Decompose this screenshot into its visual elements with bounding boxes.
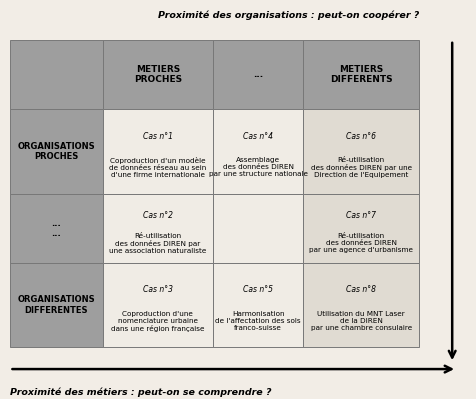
Text: ORGANISATIONS
PROCHES: ORGANISATIONS PROCHES [18,142,95,161]
Text: ...
...: ... ... [51,219,61,238]
Text: Proximité des métiers : peut-on se comprendre ?: Proximité des métiers : peut-on se compr… [10,387,271,397]
Text: Cas n°7: Cas n°7 [346,211,376,220]
Text: ORGANISATIONS
DIFFERENTES: ORGANISATIONS DIFFERENTES [18,295,95,315]
Bar [213,263,304,347]
Bar [304,194,419,263]
Bar [103,40,213,109]
Text: Cas n°3: Cas n°3 [143,285,173,294]
Bar [213,40,304,109]
Text: METIERS
DIFFERENTS: METIERS DIFFERENTS [330,65,393,84]
Bar [10,194,103,263]
Text: Ré-utilisation
des données DIREN
par une agence d'urbanisme: Ré-utilisation des données DIREN par une… [309,233,413,253]
Bar [304,263,419,347]
Bar [103,194,213,263]
Text: Cas n°5: Cas n°5 [243,285,273,294]
Text: Proximité des organisations : peut-on coopérer ?: Proximité des organisations : peut-on co… [158,10,419,20]
Text: Coproduction d'un modèle
de données réseau au sein
d'une firme internationale: Coproduction d'un modèle de données rése… [109,157,207,178]
Text: Cas n°8: Cas n°8 [346,285,376,294]
Text: Cas n°2: Cas n°2 [143,211,173,220]
Text: METIERS
PROCHES: METIERS PROCHES [134,65,182,84]
Bar [213,194,304,263]
Text: Coproduction d'une
nomenclature urbaine
dans une région française: Coproduction d'une nomenclature urbaine … [111,311,205,332]
Text: Harmonisation
de l'affectation des sols
franco-suisse: Harmonisation de l'affectation des sols … [215,311,301,331]
Text: Assemblage
des données DIREN
par une structure nationale: Assemblage des données DIREN par une str… [208,157,307,177]
Text: ...: ... [253,70,263,79]
Bar [304,40,419,109]
Text: Cas n°4: Cas n°4 [243,132,273,141]
Bar [304,109,419,194]
Bar [103,109,213,194]
Text: Utilisation du MNT Laser
de la DIREN
par une chambre consulaire: Utilisation du MNT Laser de la DIREN par… [310,311,412,331]
Bar [10,40,103,109]
Bar [103,263,213,347]
Bar [10,109,103,194]
Bar [10,263,103,347]
Text: Ré-utilisation
des données DIREN par une
Direction de l'Equipement: Ré-utilisation des données DIREN par une… [311,157,412,178]
Text: Cas n°6: Cas n°6 [346,132,376,141]
Bar [213,109,304,194]
Text: Cas n°1: Cas n°1 [143,132,173,141]
Text: Ré-utilisation
des données DIREN par
une association naturaliste: Ré-utilisation des données DIREN par une… [109,233,207,254]
